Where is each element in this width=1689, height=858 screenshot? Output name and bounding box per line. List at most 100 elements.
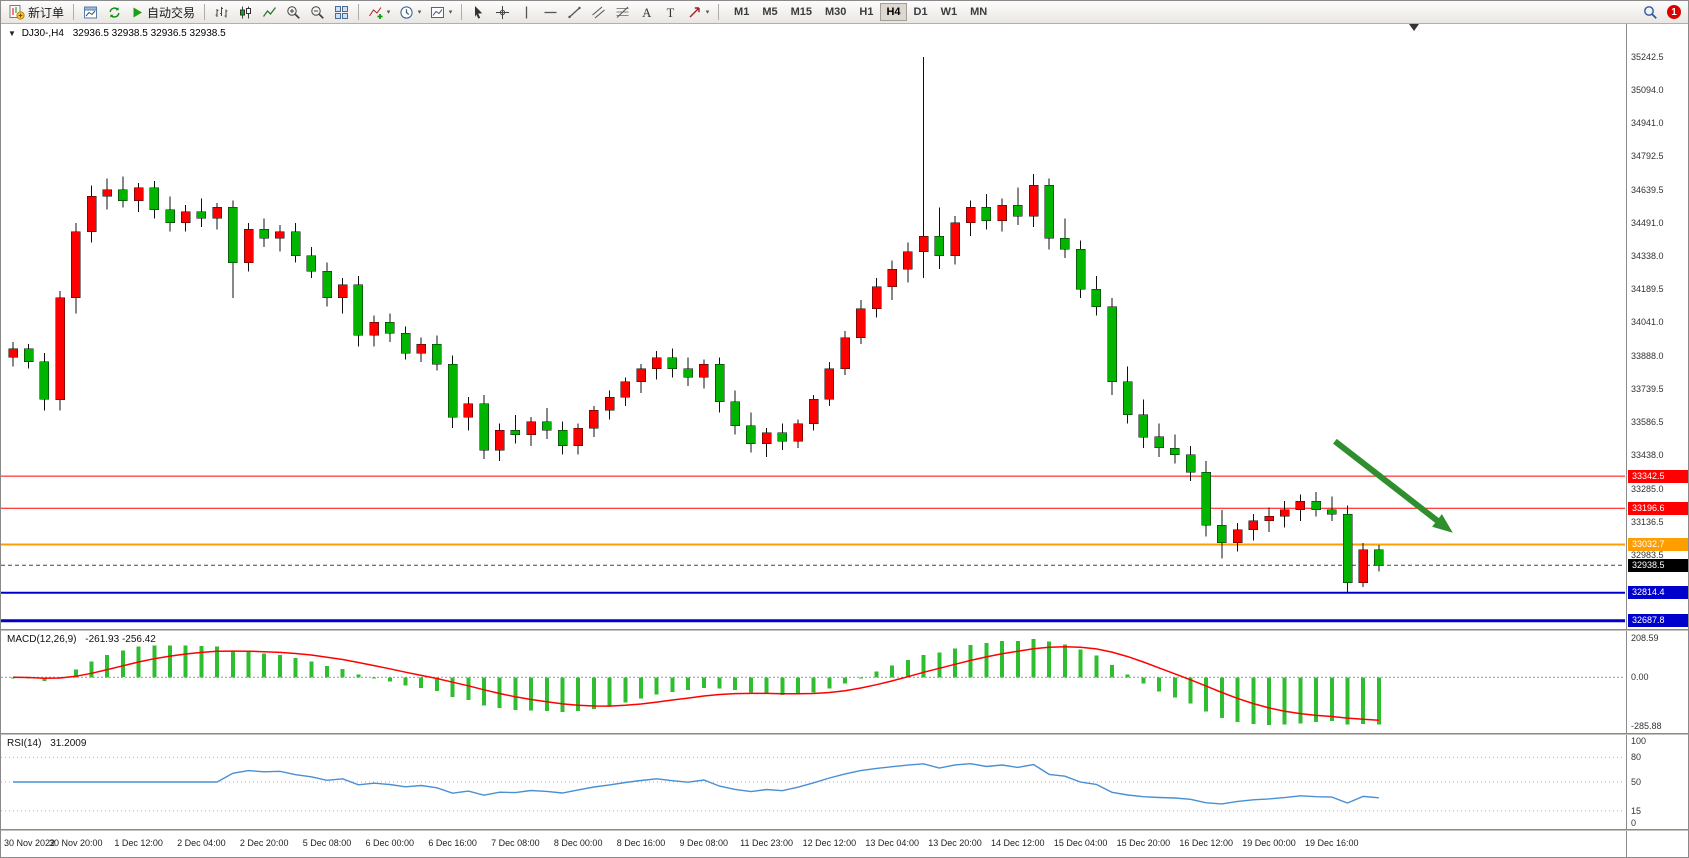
channel-tool-button[interactable] [587, 3, 610, 22]
chart-window-button[interactable] [79, 3, 102, 22]
horizontal-line-tool-button[interactable] [539, 3, 562, 22]
time-axis-label: 9 Dec 08:00 [679, 838, 729, 848]
level-price-badge: 33032.7 [1628, 538, 1688, 551]
vertical-line-tool-button[interactable] [515, 3, 538, 22]
chart-ohlc-info: ▼ DJ30-,H4 32936.5 32938.5 32936.5 32938… [8, 28, 226, 39]
price-axis-tick: 35242.5 [1631, 51, 1664, 62]
trendline-tool-button[interactable] [563, 3, 586, 22]
zoom-in-button[interactable] [282, 3, 305, 22]
refresh-button[interactable] [103, 3, 126, 22]
line-chart-button[interactable] [258, 3, 281, 22]
zoom-in-icon [287, 5, 300, 19]
new-order-label: 新订单 [28, 5, 65, 20]
dropdown-caret-icon: ▾ [417, 9, 422, 16]
macd-axis-tick: -285.88 [1631, 721, 1662, 731]
time-axis-label: 30 Nov 20:00 [49, 838, 103, 848]
level-price-badge: 33342.5 [1628, 469, 1688, 483]
search-button[interactable] [1639, 3, 1662, 22]
time-axis-label: 7 Dec 08:00 [491, 838, 540, 848]
time-axis-label: 8 Dec 16:00 [616, 838, 666, 848]
timeframe-w1[interactable]: W1 [935, 3, 964, 21]
price-axis-tick: 34491.0 [1631, 217, 1664, 228]
crosshair-tool-button[interactable] [491, 3, 514, 22]
refresh-icon [109, 6, 120, 18]
bar-chart-button[interactable] [210, 3, 233, 22]
crosshair-icon [496, 5, 510, 19]
level-price-badge: 32814.4 [1628, 586, 1688, 600]
level-price-badge: 33196.6 [1628, 501, 1688, 515]
indicators-button[interactable]: ▾ [364, 3, 394, 22]
arrows-icon [689, 6, 700, 17]
autotrading-button[interactable]: 自动交易 [127, 3, 199, 22]
dropdown-caret-icon: ▾ [705, 9, 710, 16]
main-chart-canvas[interactable] [1, 23, 1625, 629]
macd-panel-canvas[interactable] [1, 631, 1625, 733]
autotrading-play-icon [131, 6, 144, 19]
timeframe-m30[interactable]: M30 [819, 3, 852, 21]
timeframe-d1[interactable]: D1 [908, 3, 934, 21]
fibonacci-tool-button[interactable] [611, 3, 634, 22]
timeframe-m15[interactable]: M15 [785, 3, 818, 21]
rsi-title: RSI(14) [7, 738, 42, 749]
text-tool-button[interactable]: A [635, 3, 658, 22]
symbol-period-label: DJ30-,H4 [21, 28, 64, 39]
time-axis-label: 1 Dec 12:00 [114, 838, 163, 848]
label-tool-button[interactable]: T [659, 3, 682, 22]
vertical-line-icon [525, 6, 528, 18]
periods-button[interactable]: ▾ [395, 3, 425, 22]
channel-icon [592, 6, 605, 18]
price-axis-tick: 34189.5 [1631, 284, 1664, 295]
timeframe-mn[interactable]: MN [964, 3, 993, 21]
rsi-axis-tick: 100 [1631, 736, 1647, 746]
timeframe-h1[interactable]: H1 [853, 3, 879, 21]
ohlc-values: 32936.5 32938.5 32936.5 32938.5 [72, 28, 226, 39]
price-axis-tick: 33438.0 [1631, 450, 1664, 460]
rsi-panel-canvas[interactable] [1, 735, 1625, 829]
time-axis-label: 13 Dec 04:00 [865, 838, 919, 848]
tile-windows-button[interactable] [330, 3, 353, 22]
search-icon [1644, 5, 1657, 19]
fibonacci-icon [616, 6, 629, 18]
panel-separator[interactable] [1, 733, 1688, 735]
new-order-button[interactable]: 新订单 [5, 3, 68, 22]
panel-separator[interactable] [1, 629, 1688, 631]
autotrading-label: 自动交易 [147, 5, 196, 20]
panel-separator[interactable] [1, 829, 1688, 831]
price-axis-tick: 33285.0 [1631, 483, 1664, 494]
new-order-icon [9, 4, 25, 20]
timeframe-m5[interactable]: M5 [756, 3, 783, 21]
macd-indicator-label: MACD(12,26,9) -261.93 -256.42 [7, 634, 156, 645]
price-axis-tick: 34338.0 [1631, 251, 1664, 262]
notification-badge[interactable]: 1 [1667, 5, 1681, 19]
arrows-tool-button[interactable]: ▾ [683, 3, 713, 22]
candlestick-button[interactable] [234, 3, 257, 22]
toolbar-separator [718, 4, 720, 20]
cursor-tool-button[interactable] [467, 3, 490, 22]
rsi-axis-tick: 0 [1631, 818, 1637, 828]
dropdown-caret-icon: ▾ [448, 9, 453, 16]
price-axis-tick: 33739.5 [1631, 383, 1664, 394]
svg-text:T: T [667, 6, 675, 20]
chart-shift-marker [1409, 24, 1419, 31]
price-axis-tick: 33888.0 [1631, 350, 1664, 361]
macd-axis-tick: 0.00 [1631, 672, 1649, 683]
candlestick-icon [240, 6, 252, 18]
timeframe-h4[interactable]: H4 [880, 3, 907, 21]
current-price-badge: 32938.5 [1628, 558, 1688, 572]
timeframe-m1[interactable]: M1 [728, 3, 755, 21]
collapse-triangle-icon: ▼ [8, 29, 16, 38]
level-price-badge: 32687.8 [1628, 614, 1688, 628]
rsi-axis-tick: 15 [1631, 805, 1642, 816]
time-axis-label: 5 Dec 08:00 [302, 838, 352, 848]
templates-button[interactable]: ▾ [426, 3, 456, 22]
svg-text:A: A [642, 6, 651, 20]
price-axis[interactable]: 35242.5 35094.0 34941.0 34792.5 34639.5 34491… [1626, 23, 1688, 857]
periods-clock-icon [400, 5, 413, 19]
rsi-axis-tick: 80 [1631, 752, 1642, 763]
time-axis-label: 12 Dec 12:00 [802, 838, 857, 848]
time-axis[interactable]: 30 Nov 2022 30 Nov 20:00 1 Dec 12:00 2 Dec … [1, 831, 1625, 857]
time-axis-label: 8 Dec 00:00 [553, 838, 603, 848]
zoom-out-button[interactable] [306, 3, 329, 22]
chart-region: ▼ DJ30-,H4 32936.5 32938.5 32936.5 32938… [1, 23, 1688, 857]
time-axis-label: 2 Dec 20:00 [239, 838, 289, 848]
